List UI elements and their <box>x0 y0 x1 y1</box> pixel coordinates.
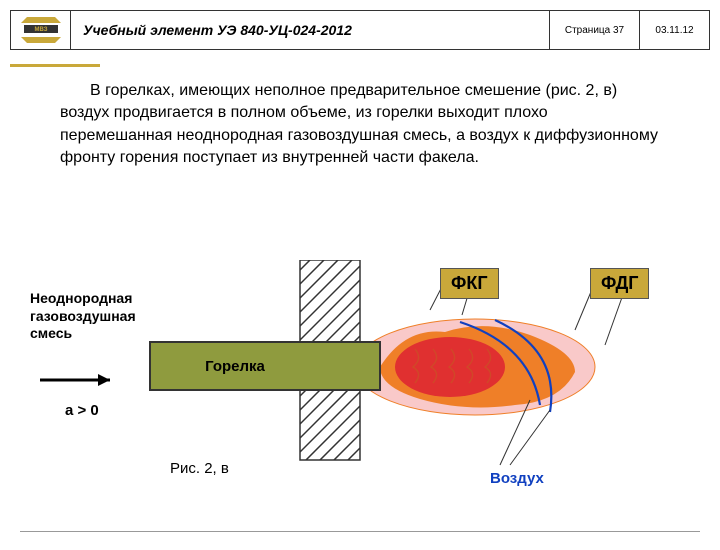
doc-date: 03.11.12 <box>639 11 709 49</box>
svg-text:Горелка: Горелка <box>205 358 265 375</box>
header-underline <box>10 64 100 67</box>
header-bar: МВЗ Учебный элемент УЭ 840-УЦ-024-2012 С… <box>10 10 710 50</box>
body-paragraph: В горелках, имеющих неполное предварител… <box>60 80 660 170</box>
fkg-tag: ФКГ <box>440 268 499 299</box>
bottom-rule <box>20 531 700 532</box>
doc-title: Учебный элемент УЭ 840-УЦ-024-2012 <box>71 22 549 38</box>
svg-text:МВЗ: МВЗ <box>34 27 47 33</box>
burner-diagram: Неоднородная газовоздушная смесь a > 0 Р… <box>30 260 690 510</box>
page-number: Страница 37 <box>549 11 639 49</box>
fdg-tag: ФДГ <box>590 268 649 299</box>
logo: МВЗ <box>11 11 71 49</box>
